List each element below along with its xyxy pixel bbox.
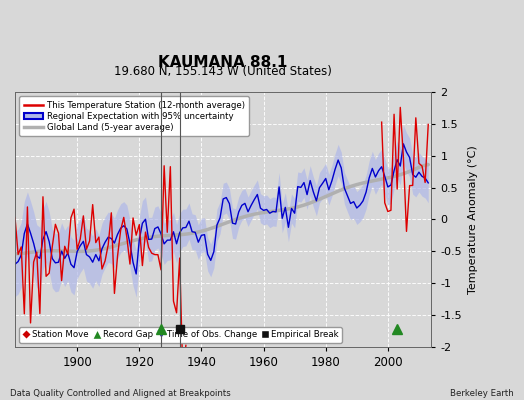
Text: 19.680 N, 155.143 W (United States): 19.680 N, 155.143 W (United States) xyxy=(114,65,332,78)
Text: Data Quality Controlled and Aligned at Breakpoints: Data Quality Controlled and Aligned at B… xyxy=(10,389,231,398)
Title: KAUMANA 88.1: KAUMANA 88.1 xyxy=(158,55,288,70)
Legend: Station Move, Record Gap, Time of Obs. Change, Empirical Break: Station Move, Record Gap, Time of Obs. C… xyxy=(19,327,342,343)
Y-axis label: Temperature Anomaly (°C): Temperature Anomaly (°C) xyxy=(467,145,477,294)
Text: Berkeley Earth: Berkeley Earth xyxy=(450,389,514,398)
